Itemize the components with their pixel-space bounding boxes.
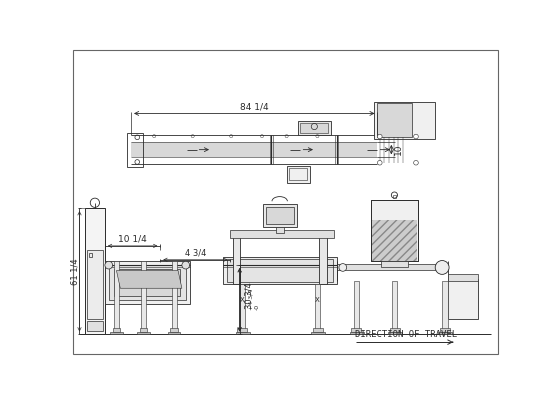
Circle shape xyxy=(414,160,418,165)
Bar xyxy=(223,258,336,284)
Bar xyxy=(168,332,180,334)
Text: DIRECTION OF TRAVEL: DIRECTION OF TRAVEL xyxy=(355,330,457,339)
Text: X: X xyxy=(315,297,320,303)
Circle shape xyxy=(378,160,382,165)
Circle shape xyxy=(105,261,113,269)
Bar xyxy=(141,261,146,330)
Bar xyxy=(89,253,92,258)
Circle shape xyxy=(339,264,346,271)
Bar xyxy=(372,200,418,261)
Text: 61 1/4: 61 1/4 xyxy=(70,258,79,285)
Text: 4 3/4: 4 3/4 xyxy=(185,249,206,258)
Bar xyxy=(388,332,402,334)
Bar xyxy=(85,208,105,334)
Bar xyxy=(311,332,325,334)
Bar xyxy=(442,280,447,330)
Circle shape xyxy=(90,198,100,207)
Bar xyxy=(289,168,307,180)
Bar xyxy=(231,230,334,238)
Circle shape xyxy=(392,192,398,198)
Bar xyxy=(172,261,177,330)
Text: 84 1/4: 84 1/4 xyxy=(240,102,268,111)
Bar xyxy=(276,227,284,233)
Bar xyxy=(131,142,271,157)
Text: X: X xyxy=(240,297,245,303)
Bar xyxy=(378,104,412,137)
Bar xyxy=(137,332,150,334)
Bar xyxy=(287,166,310,183)
Bar xyxy=(170,328,178,332)
Bar xyxy=(440,328,450,332)
Bar xyxy=(392,280,398,330)
Bar xyxy=(240,284,245,330)
Bar xyxy=(354,280,359,330)
Bar xyxy=(380,261,408,268)
Bar xyxy=(266,207,294,224)
Bar xyxy=(313,328,323,332)
Bar xyxy=(350,332,364,334)
Bar xyxy=(271,142,336,157)
Bar xyxy=(236,332,250,334)
Bar xyxy=(393,195,396,198)
Text: 10 1/4: 10 1/4 xyxy=(118,234,147,244)
Bar xyxy=(227,259,333,282)
Bar xyxy=(127,133,143,166)
Bar xyxy=(233,234,241,284)
Bar xyxy=(87,250,102,319)
Circle shape xyxy=(182,261,189,269)
Circle shape xyxy=(414,134,418,139)
Text: 30 3/4: 30 3/4 xyxy=(245,282,253,309)
Bar xyxy=(113,328,120,332)
Bar xyxy=(110,332,123,334)
Bar xyxy=(336,142,378,157)
Bar xyxy=(390,328,400,332)
Text: 10: 10 xyxy=(394,144,403,155)
Bar xyxy=(105,261,189,304)
Bar xyxy=(114,261,119,330)
Bar xyxy=(237,328,247,332)
Bar xyxy=(319,234,326,284)
Bar xyxy=(372,200,418,261)
Polygon shape xyxy=(116,270,182,288)
Bar xyxy=(109,265,185,300)
Bar xyxy=(351,328,361,332)
Bar xyxy=(372,220,417,260)
Bar xyxy=(300,123,328,134)
Bar xyxy=(448,279,477,319)
Circle shape xyxy=(435,260,449,274)
Bar xyxy=(298,121,330,135)
Text: +4 3/4
-0: +4 3/4 -0 xyxy=(249,289,260,310)
Bar xyxy=(140,328,147,332)
Bar xyxy=(438,332,452,334)
Bar xyxy=(263,204,297,227)
Bar xyxy=(315,284,320,330)
Bar xyxy=(374,102,435,139)
Bar xyxy=(87,321,102,330)
Bar xyxy=(448,274,477,281)
Bar xyxy=(336,264,448,270)
Bar xyxy=(114,269,180,296)
Circle shape xyxy=(378,134,382,139)
